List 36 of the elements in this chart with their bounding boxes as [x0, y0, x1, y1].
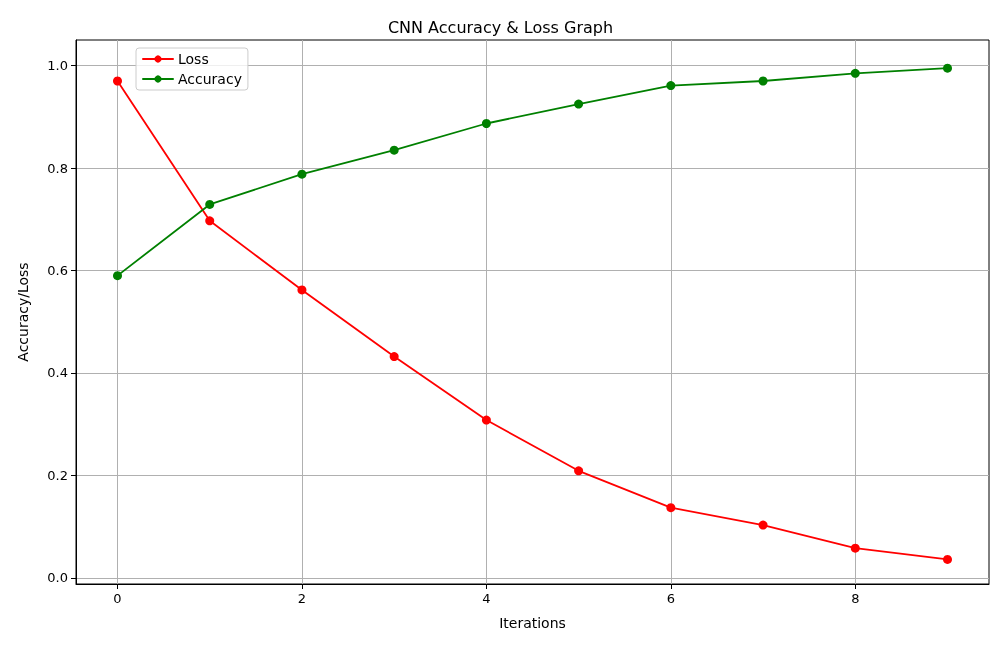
point: [297, 285, 307, 295]
point: [113, 76, 122, 86]
x-tick-label: 0: [113, 591, 122, 606]
x-tick-label: 2: [297, 591, 307, 606]
point: [758, 76, 768, 86]
y-tick-label: 0.0: [47, 570, 68, 586]
chart-title: CNN Accuracy & Loss Graph: [387, 17, 614, 37]
point: [850, 543, 860, 553]
y-axis-title: Accuracy/Loss: [15, 262, 31, 362]
y-tick-label: 0.2: [47, 467, 68, 483]
x-tick-label: 6: [666, 591, 675, 606]
y-tick-label: 0.8: [47, 160, 68, 176]
point: [205, 216, 215, 226]
point: [943, 554, 952, 564]
point: [943, 63, 952, 73]
point: [758, 520, 768, 530]
point: [297, 169, 307, 179]
x-tick-label: 8: [851, 591, 860, 606]
point: [113, 271, 122, 281]
point: [389, 145, 399, 155]
x-tick-label: 4: [482, 591, 491, 606]
y-tick-label: 0.4: [47, 365, 68, 381]
y-tick-label: 0.6: [47, 263, 68, 279]
point: [481, 119, 491, 128]
point: [666, 81, 676, 91]
point: [850, 68, 860, 78]
point: [574, 99, 584, 109]
point: [389, 352, 399, 362]
point: [481, 415, 491, 425]
point: [205, 199, 215, 209]
point: [574, 466, 584, 476]
legend-label: Loss: [178, 51, 209, 67]
point: [666, 503, 676, 513]
y-tick-label: 1.0: [47, 58, 68, 74]
x-axis-title: Iterations: [499, 615, 566, 631]
legend-label: Accuracy: [178, 71, 242, 87]
